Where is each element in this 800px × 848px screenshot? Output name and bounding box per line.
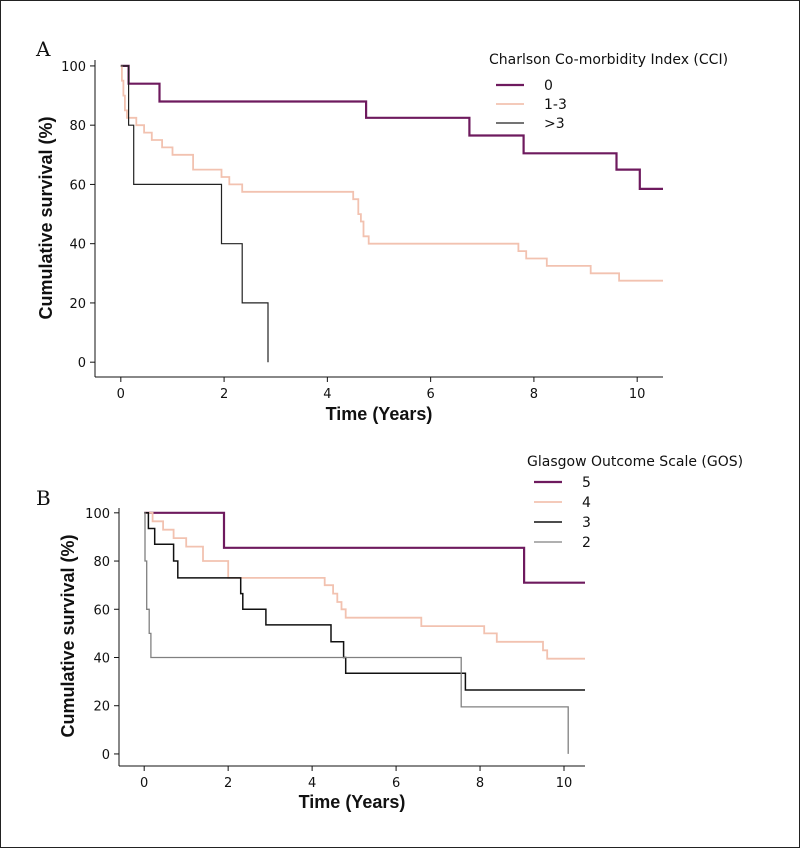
panel-b-y-tick-label: 20 xyxy=(93,700,110,715)
panel-b-series-line-2 xyxy=(144,511,585,660)
panel-a-x-tick-label: 6 xyxy=(426,387,434,402)
panel-a-x-ticks: 0 2 4 6 8 10 xyxy=(117,377,646,402)
panel-b-y-axis-title: Cumulative survival (%) xyxy=(58,534,78,737)
panel-b-series-line-3 xyxy=(144,512,585,691)
panel-b-y-ticks: 0 20 40 60 80 100 xyxy=(85,507,119,763)
panel-a-y-tick-label: 20 xyxy=(69,297,86,312)
panel-a-y-tick-label: 0 xyxy=(78,356,86,371)
panel-b-legend-label: 5 xyxy=(582,475,591,491)
panel-b-y-tick-label: 80 xyxy=(93,555,110,570)
panel-a-chart: A 0 2 4 6 8 10 0 20 40 60 80 100 Time (Years) Cumu… xyxy=(35,37,728,424)
panel-a-x-tick-label: 0 xyxy=(117,387,125,402)
panel-a-y-tick-label: 80 xyxy=(69,119,86,134)
panel-b-x-axis-title: Time (Years) xyxy=(299,792,406,812)
panel-b-series xyxy=(144,511,585,754)
panel-a-series xyxy=(120,64,663,363)
panel-a-x-tick-label: 2 xyxy=(220,387,228,402)
panel-a-legend-label: >3 xyxy=(544,116,565,132)
panel-b-x-tick-label: 4 xyxy=(308,776,316,791)
panel-a-series-line-3 xyxy=(120,65,269,363)
panel-a-x-tick-label: 10 xyxy=(629,387,646,402)
panel-b-legend-label: 4 xyxy=(582,495,591,511)
panel-b-letter: B xyxy=(36,486,51,510)
panel-b-x-tick-label: 8 xyxy=(476,776,484,791)
panel-b-y-tick-label: 100 xyxy=(85,507,110,522)
panel-a-series-line-1 xyxy=(120,64,663,190)
panel-a-y-tick-label: 100 xyxy=(61,60,86,75)
panel-a-y-ticks: 0 20 40 60 80 100 xyxy=(61,60,95,371)
panel-b-legend: 5 4 3 2 xyxy=(534,475,591,551)
panel-b-chart: B 0 2 4 6 8 10 0 20 40 60 80 100 Time (Years) Cumu… xyxy=(36,454,743,812)
panel-a-y-tick-label: 40 xyxy=(69,238,86,253)
panel-b-x-ticks: 0 2 4 6 8 10 xyxy=(140,766,572,791)
panel-a-x-tick-label: 8 xyxy=(530,387,538,402)
panel-a-legend-label: 1-3 xyxy=(544,97,567,113)
panel-b-x-tick-label: 10 xyxy=(556,776,573,791)
panel-a-legend-title: Charlson Co-morbidity Index (CCI) xyxy=(489,52,728,68)
panel-b-legend-label: 2 xyxy=(582,535,591,551)
panel-a-y-tick-label: 60 xyxy=(69,178,86,193)
panel-a-x-axis-title: Time (Years) xyxy=(326,404,433,424)
panel-a-legend: 0 1-3 >3 xyxy=(496,78,567,132)
panel-a-x-tick-label: 4 xyxy=(323,387,331,402)
panel-a-letter: A xyxy=(35,37,51,61)
panel-b-legend-title: Glasgow Outcome Scale (GOS) xyxy=(527,454,743,470)
panel-b-series-line-4 xyxy=(144,512,569,754)
panel-a-y-axis-title: Cumulative survival (%) xyxy=(36,116,56,319)
panel-b-y-tick-label: 40 xyxy=(93,651,110,666)
panel-b-series-line-1 xyxy=(144,511,585,584)
panel-b-x-tick-label: 6 xyxy=(392,776,400,791)
panel-a-series-line-2 xyxy=(120,65,663,282)
panel-b-x-tick-label: 2 xyxy=(224,776,232,791)
panel-b-y-tick-label: 0 xyxy=(102,748,110,763)
panel-b-y-tick-label: 60 xyxy=(93,603,110,618)
panel-b-x-tick-label: 0 xyxy=(140,776,148,791)
panel-b-legend-label: 3 xyxy=(582,515,591,531)
panel-a-legend-label: 0 xyxy=(544,78,553,94)
